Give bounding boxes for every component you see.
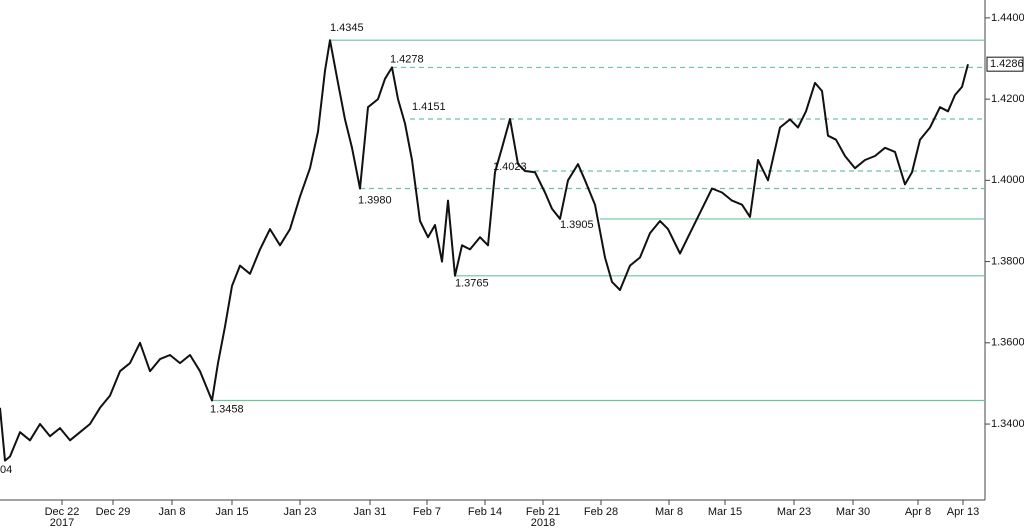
x-tick-label: Jan 23: [283, 506, 316, 518]
level-label: 1.4345: [330, 22, 364, 34]
last-price-label: 1.4286: [990, 58, 1024, 70]
x-tick-label: Feb 28: [584, 506, 618, 518]
x-tick-label: Mar 8: [655, 506, 683, 518]
x-tick-label: Apr 13: [947, 506, 979, 518]
x-tick-label: Feb 14: [468, 506, 502, 518]
x-tick-label: Dec 29: [96, 506, 131, 518]
x-tick-label: Apr 8: [905, 506, 931, 518]
x-tick-label: Jan 8: [159, 506, 186, 518]
price-line: [0, 39, 969, 462]
x-tick-label: Dec 22: [45, 506, 80, 518]
level-label: 1.3905: [560, 219, 594, 231]
y-tick-label: 1.4400: [991, 12, 1024, 24]
y-tick-label: 1.4200: [991, 93, 1024, 105]
x-tick-label: Feb 21: [526, 506, 560, 518]
level-label: 1.3765: [455, 278, 489, 290]
level-label: 1.4151: [412, 101, 446, 113]
x-tick-label: Mar 15: [708, 506, 742, 518]
level-label: 1.4278: [390, 53, 424, 65]
x-tick-label: Jan 15: [215, 506, 248, 518]
y-tick-label: 1.3800: [991, 255, 1024, 267]
x-tick-label: Mar 23: [777, 506, 811, 518]
level-label: 1.3980: [358, 194, 392, 206]
y-tick-label: 1.3600: [991, 337, 1024, 349]
year-label: 2018: [531, 517, 555, 528]
y-tick-label: 1.3400: [991, 418, 1024, 430]
x-tick-label: Mar 30: [836, 506, 870, 518]
x-tick-label: Jan 31: [353, 506, 386, 518]
clipped-label: 04: [0, 464, 12, 476]
y-tick-label: 1.4000: [991, 174, 1024, 186]
year-label: 2017: [50, 517, 74, 528]
last-price-box: [986, 56, 1024, 72]
level-label: 1.3458: [210, 403, 244, 415]
x-tick-label: Feb 7: [413, 506, 441, 518]
